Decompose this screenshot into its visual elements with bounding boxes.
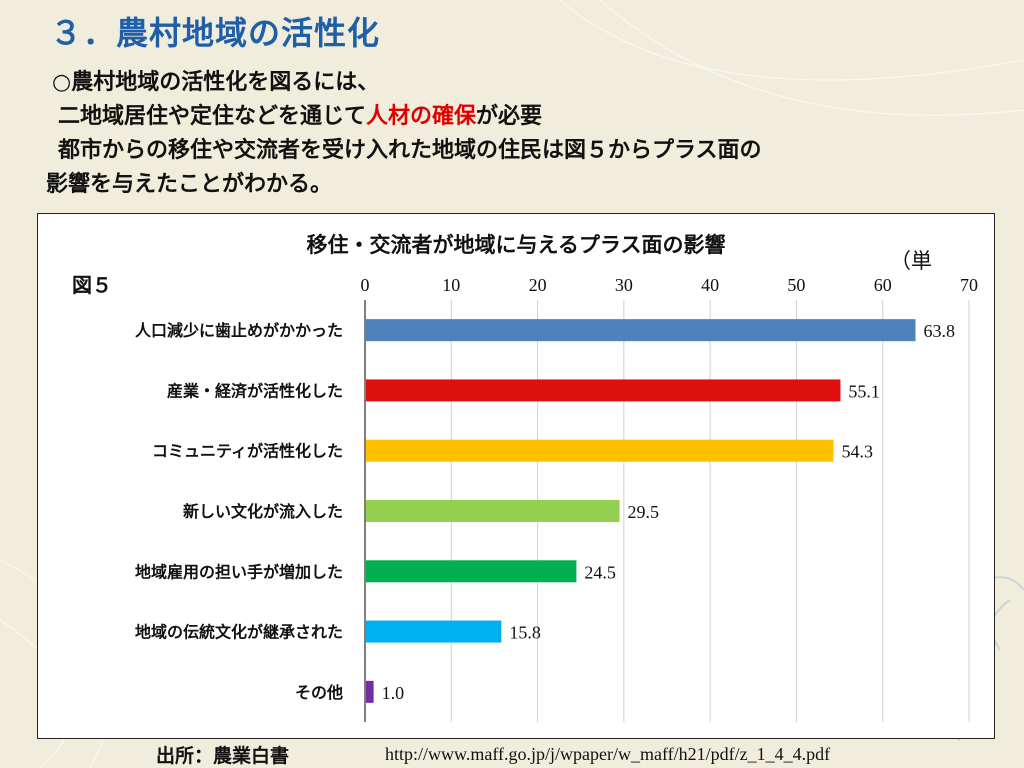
value-label: 63.8	[924, 321, 956, 341]
bar	[366, 379, 841, 402]
x-tick-label: 50	[787, 275, 805, 295]
x-tick-label: 0	[361, 275, 370, 295]
bar	[366, 560, 577, 583]
category-label: コミュニティが活性化した	[152, 442, 343, 461]
figure-label: 図５	[72, 273, 112, 297]
chart-title: 移住・交流者が地域に与えるプラス面の影響	[307, 233, 726, 257]
x-tick-label: 60	[874, 275, 892, 295]
category-label: 地域の伝統文化が継承された	[135, 623, 343, 642]
category-label: 人口減少に歯止めがかかった	[135, 321, 343, 340]
slide-title: ３．農村地域の活性化	[50, 14, 381, 52]
unit-note: （単	[890, 249, 932, 273]
category-label: 産業・経済が活性化した	[167, 381, 343, 400]
intro-line-4: 影響を与えたことがわかる。	[46, 172, 333, 197]
value-label: 29.5	[628, 502, 660, 522]
intro-text: ○農村地域の活性化を図るには、 二地域居住や定住などを通じて人材の確保が必要 都…	[46, 66, 982, 202]
category-label: 地域雇用の担い手が増加した	[135, 562, 343, 581]
intro-line-1: ○農村地域の活性化を図るには、	[52, 70, 380, 95]
category-label: 新しい文化が流入した	[183, 502, 343, 521]
x-tick-label: 20	[529, 275, 547, 295]
x-tick-label: 70	[960, 275, 978, 295]
intro-line-2-post: が必要	[476, 104, 543, 129]
bar	[366, 439, 834, 462]
intro-line-2: 二地域居住や定住などを通じて人材の確保が必要	[52, 100, 982, 134]
bar	[366, 500, 620, 522]
bar	[366, 620, 502, 643]
value-label: 24.5	[584, 562, 616, 582]
value-label: 54.3	[842, 442, 874, 462]
x-tick-label: 30	[615, 275, 633, 295]
value-label: 15.8	[509, 623, 541, 643]
intro-line-3: 都市からの移住や交流者を受け入れた地域の住民は図５からプラス面の	[58, 138, 762, 163]
value-label: 1.0	[382, 683, 405, 703]
bar	[366, 319, 916, 342]
source-label: 出所：農業白書	[156, 745, 290, 767]
bar-chart: 移住・交流者が地域に与えるプラス面の影響 図５ （単 0 10 20 30 40 50 60…	[72, 233, 978, 722]
x-tick-label: 40	[701, 275, 719, 295]
intro-highlight: 人材の確保	[366, 104, 477, 129]
chart-frame: 移住・交流者が地域に与えるプラス面の影響 図５ （単 0 10 20 30 40 50 60…	[37, 213, 995, 739]
value-label: 55.1	[848, 381, 880, 401]
source-url[interactable]: http://www.maff.go.jp/j/wpaper/w_maff/h2…	[385, 744, 831, 764]
bar	[366, 680, 374, 703]
x-tick-label: 10	[442, 275, 460, 295]
category-label: その他	[295, 683, 343, 702]
intro-line-2-pre: 二地域居住や定住などを通じて	[58, 104, 367, 129]
